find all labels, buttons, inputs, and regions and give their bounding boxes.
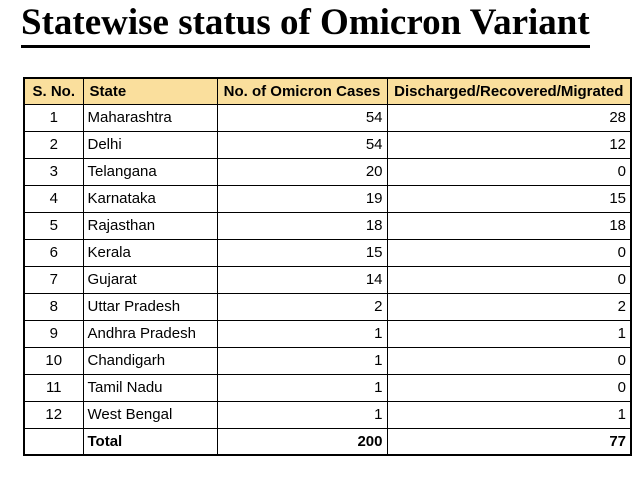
row-discharged-cell: 0	[386, 346, 632, 375]
row-sno-cell: 6	[23, 238, 84, 267]
column-header-sno: S. No.	[23, 77, 84, 105]
row-cases-cell: 54	[216, 130, 388, 159]
table-row: 5 Rajasthan 18 18	[23, 211, 632, 240]
row-discharged-cell: 0	[386, 238, 632, 267]
row-sno-cell: 4	[23, 184, 84, 213]
total-discharged-value: 77	[386, 427, 632, 456]
row-sno-cell: 7	[23, 265, 84, 294]
row-sno-cell: 1	[23, 103, 84, 132]
page-title: Statewise status of Omicron Variant	[21, 2, 590, 48]
table-row: 1 Maharashtra 54 28	[23, 103, 632, 132]
row-state-cell: Kerala	[82, 238, 218, 267]
row-discharged-cell: 1	[386, 400, 632, 429]
table-row: 11 Tamil Nadu 1 0	[23, 373, 632, 402]
table-row: 3 Telangana 20 0	[23, 157, 632, 186]
row-state-cell: Gujarat	[82, 265, 218, 294]
table-row: 2 Delhi 54 12	[23, 130, 632, 159]
row-cases-cell: 20	[216, 157, 388, 186]
row-sno-cell: 9	[23, 319, 84, 348]
row-sno-cell: 11	[23, 373, 84, 402]
row-state-cell: Andhra Pradesh	[82, 319, 218, 348]
row-cases-cell: 1	[216, 373, 388, 402]
row-sno-cell: 2	[23, 130, 84, 159]
row-discharged-cell: 2	[386, 292, 632, 321]
row-discharged-cell: 18	[386, 211, 632, 240]
row-sno-cell: 5	[23, 211, 84, 240]
row-cases-cell: 18	[216, 211, 388, 240]
column-header-state: State	[82, 77, 218, 105]
row-discharged-cell: 0	[386, 373, 632, 402]
table-row: 12 West Bengal 1 1	[23, 400, 632, 429]
table-row: 6 Kerala 15 0	[23, 238, 632, 267]
row-sno-cell: 8	[23, 292, 84, 321]
row-state-cell: Tamil Nadu	[82, 373, 218, 402]
row-state-cell: Telangana	[82, 157, 218, 186]
column-header-discharged: Discharged/Recovered/Migrated	[386, 77, 632, 105]
row-sno-cell: 10	[23, 346, 84, 375]
row-sno-cell: 3	[23, 157, 84, 186]
row-cases-cell: 15	[216, 238, 388, 267]
row-cases-cell: 1	[216, 319, 388, 348]
row-state-cell: Maharashtra	[82, 103, 218, 132]
row-discharged-cell: 15	[386, 184, 632, 213]
total-cases-value: 200	[216, 427, 388, 456]
row-state-cell: Chandigarh	[82, 346, 218, 375]
row-cases-cell: 2	[216, 292, 388, 321]
table-row: 4 Karnataka 19 15	[23, 184, 632, 213]
table-header-row: S. No. State No. of Omicron Cases Discha…	[23, 77, 632, 105]
table-total-row: Total 200 77	[23, 427, 632, 456]
row-state-cell: Uttar Pradesh	[82, 292, 218, 321]
total-label: Total	[82, 427, 218, 456]
omicron-status-table: S. No. State No. of Omicron Cases Discha…	[23, 77, 632, 456]
table-body: 1 Maharashtra 54 28 2 Delhi 54 12 3 Telangana 20 0 4…	[23, 103, 632, 429]
row-state-cell: Delhi	[82, 130, 218, 159]
row-cases-cell: 14	[216, 265, 388, 294]
row-state-cell: Karnataka	[82, 184, 218, 213]
row-discharged-cell: 12	[386, 130, 632, 159]
row-discharged-cell: 0	[386, 157, 632, 186]
table-row: 9 Andhra Pradesh 1 1	[23, 319, 632, 348]
row-state-cell: Rajasthan	[82, 211, 218, 240]
row-discharged-cell: 0	[386, 265, 632, 294]
total-sno-cell	[23, 427, 84, 456]
row-cases-cell: 19	[216, 184, 388, 213]
table-row: 8 Uttar Pradesh 2 2	[23, 292, 632, 321]
row-sno-cell: 12	[23, 400, 84, 429]
table-row: 7 Gujarat 14 0	[23, 265, 632, 294]
row-discharged-cell: 1	[386, 319, 632, 348]
table-row: 10 Chandigarh 1 0	[23, 346, 632, 375]
row-cases-cell: 1	[216, 400, 388, 429]
row-state-cell: West Bengal	[82, 400, 218, 429]
row-discharged-cell: 28	[386, 103, 632, 132]
row-cases-cell: 54	[216, 103, 388, 132]
column-header-omicron-cases: No. of Omicron Cases	[216, 77, 388, 105]
row-cases-cell: 1	[216, 346, 388, 375]
